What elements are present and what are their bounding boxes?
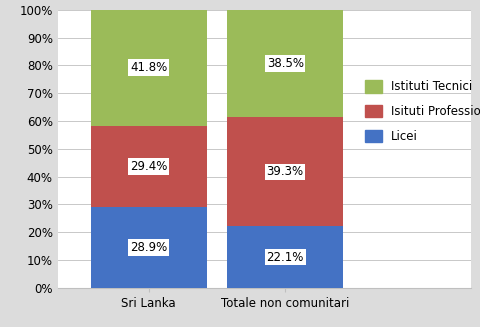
Text: 22.1%: 22.1% [266, 250, 303, 264]
Bar [91, 126, 206, 207]
Text: 41.8%: 41.8% [130, 61, 167, 74]
Text: 29.4%: 29.4% [130, 160, 167, 173]
Text: 28.9%: 28.9% [130, 241, 167, 254]
Legend: Istituti Tecnici, Isituti Professionali, Licei: Istituti Tecnici, Isituti Professionali,… [360, 77, 480, 147]
Bar [91, 207, 206, 288]
Bar [227, 10, 342, 117]
Bar [91, 9, 206, 126]
Text: 38.5%: 38.5% [266, 57, 303, 70]
Bar [227, 117, 342, 226]
Bar [227, 226, 342, 288]
Text: 39.3%: 39.3% [266, 165, 303, 178]
